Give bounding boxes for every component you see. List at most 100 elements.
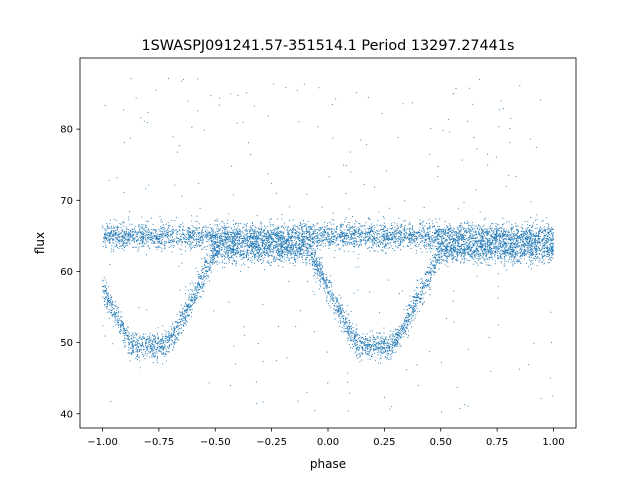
data-point <box>183 310 185 312</box>
data-point <box>448 256 450 258</box>
data-point <box>154 242 156 244</box>
data-point <box>178 233 180 235</box>
data-point <box>430 242 432 244</box>
data-point <box>190 312 193 314</box>
data-point <box>231 228 233 230</box>
data-point <box>406 312 408 315</box>
data-point <box>132 333 134 336</box>
data-point <box>437 231 439 233</box>
data-point <box>354 340 356 342</box>
data-point <box>496 251 498 253</box>
data-point <box>156 356 158 358</box>
data-point <box>162 335 164 337</box>
data-point <box>416 296 418 298</box>
data-point <box>124 341 126 343</box>
data-point <box>386 229 388 232</box>
data-point <box>414 245 416 247</box>
data-point <box>316 233 318 235</box>
data-point <box>496 255 498 257</box>
data-point <box>476 148 478 150</box>
data-point <box>193 239 195 241</box>
data-point <box>478 258 480 260</box>
data-point <box>449 228 452 230</box>
data-point <box>347 314 349 316</box>
data-point <box>477 242 479 244</box>
data-point <box>531 227 533 229</box>
data-point <box>163 241 165 243</box>
data-point <box>326 225 328 227</box>
data-point <box>212 251 214 253</box>
data-point <box>545 239 547 241</box>
data-point <box>113 218 115 221</box>
data-point <box>275 235 278 237</box>
data-point <box>463 258 465 260</box>
data-point <box>308 225 310 227</box>
data-point <box>162 363 164 365</box>
data-point <box>552 243 554 245</box>
data-point <box>354 220 356 222</box>
data-point <box>120 223 122 226</box>
data-point <box>156 242 158 244</box>
data-point <box>541 246 543 248</box>
data-point <box>189 296 191 298</box>
data-point <box>289 262 291 264</box>
data-point <box>453 242 455 245</box>
data-point <box>516 253 518 255</box>
data-point <box>185 309 187 312</box>
data-point <box>416 364 418 366</box>
data-point <box>431 240 434 242</box>
data-point <box>159 348 161 350</box>
data-point <box>281 251 283 253</box>
data-point <box>227 254 229 256</box>
data-point <box>546 245 548 247</box>
data-point <box>318 258 320 260</box>
data-point <box>108 310 110 313</box>
data-point <box>225 229 227 231</box>
data-point <box>209 257 211 259</box>
data-point <box>234 223 236 225</box>
data-point <box>135 225 137 227</box>
data-point <box>529 255 531 257</box>
data-point <box>407 304 409 306</box>
data-point <box>128 349 130 351</box>
data-point <box>378 230 380 232</box>
data-point <box>264 245 266 247</box>
data-point <box>271 235 273 237</box>
data-point <box>360 239 362 241</box>
data-point <box>279 257 281 259</box>
data-point <box>206 238 208 240</box>
data-point <box>173 240 176 242</box>
data-point <box>435 253 437 255</box>
data-point <box>256 214 258 217</box>
data-point <box>494 263 496 265</box>
data-point <box>110 299 112 301</box>
data-point <box>265 238 267 240</box>
data-point <box>549 247 551 249</box>
data-point <box>252 222 254 224</box>
data-point <box>184 250 187 252</box>
data-point <box>394 249 396 251</box>
data-point <box>269 219 271 221</box>
data-point <box>369 351 371 353</box>
data-point <box>290 257 293 259</box>
data-point <box>153 344 155 346</box>
data-point <box>239 228 241 230</box>
data-point <box>257 233 260 235</box>
data-point <box>433 260 435 262</box>
data-point <box>345 328 347 330</box>
data-point <box>349 337 351 339</box>
data-point <box>483 219 485 221</box>
data-point <box>221 243 223 245</box>
data-point <box>179 230 181 232</box>
data-point <box>257 239 259 241</box>
data-point <box>388 236 390 238</box>
data-point <box>207 266 209 268</box>
data-point <box>270 218 272 220</box>
data-point <box>303 240 305 242</box>
data-point <box>210 245 212 247</box>
data-point <box>399 334 401 336</box>
data-point <box>314 293 316 295</box>
data-point <box>146 355 148 357</box>
data-point <box>517 225 519 227</box>
data-point <box>410 242 412 244</box>
